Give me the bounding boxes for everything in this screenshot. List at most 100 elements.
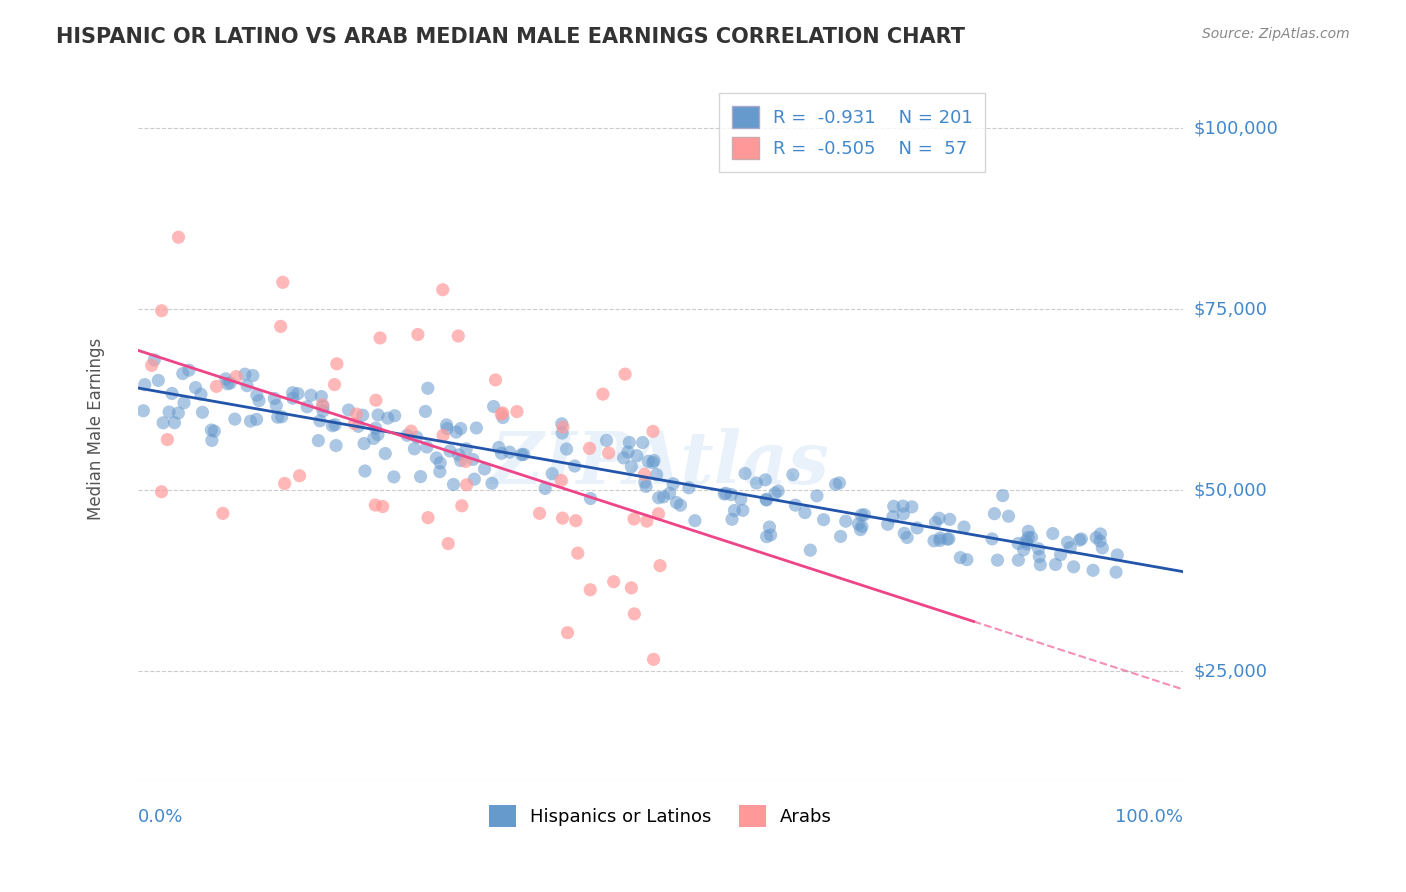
Arabs	[399, 424, 422, 438]
Arabs	[344, 407, 367, 421]
Hispanics or Latinos	[465, 421, 488, 435]
Hispanics or Latinos	[447, 448, 470, 462]
Hispanics or Latinos	[551, 425, 574, 440]
Hispanics or Latinos	[512, 447, 534, 461]
Hispanics or Latinos	[1007, 536, 1029, 550]
Arabs	[271, 275, 294, 289]
Hispanics or Latinos	[555, 442, 578, 456]
Hispanics or Latinos	[997, 509, 1019, 524]
Hispanics or Latinos	[266, 399, 288, 413]
Hispanics or Latinos	[217, 376, 239, 391]
Hispanics or Latinos	[669, 498, 692, 512]
Text: HISPANIC OR LATINO VS ARAB MEDIAN MALE EARNINGS CORRELATION CHART: HISPANIC OR LATINO VS ARAB MEDIAN MALE E…	[56, 27, 966, 46]
Hispanics or Latinos	[299, 388, 322, 402]
Hispanics or Latinos	[851, 508, 873, 522]
Hispanics or Latinos	[219, 376, 242, 390]
Hispanics or Latinos	[956, 552, 979, 566]
Hispanics or Latinos	[382, 470, 405, 484]
Arabs	[416, 510, 439, 524]
Arabs	[647, 507, 669, 521]
Hispanics or Latinos	[1028, 549, 1050, 564]
Hispanics or Latinos	[678, 481, 700, 495]
Arabs	[225, 369, 247, 384]
Arabs	[288, 468, 311, 483]
Hispanics or Latinos	[991, 489, 1014, 503]
Hispanics or Latinos	[312, 404, 335, 418]
Arabs	[150, 303, 173, 318]
Arabs	[567, 546, 589, 560]
Hispanics or Latinos	[755, 493, 778, 508]
Hispanics or Latinos	[450, 453, 472, 467]
Hispanics or Latinos	[384, 409, 406, 423]
Hispanics or Latinos	[191, 405, 214, 419]
Arabs	[506, 404, 529, 418]
Hispanics or Latinos	[835, 514, 858, 528]
Arabs	[602, 574, 624, 589]
Hispanics or Latinos	[215, 372, 238, 386]
Hispanics or Latinos	[367, 408, 389, 422]
Hispanics or Latinos	[416, 381, 439, 395]
Hispanics or Latinos	[461, 452, 484, 467]
Hispanics or Latinos	[1081, 563, 1104, 577]
Hispanics or Latinos	[312, 399, 335, 413]
Hispanics or Latinos	[763, 486, 786, 500]
Hispanics or Latinos	[1012, 542, 1035, 557]
Text: $75,000: $75,000	[1194, 300, 1268, 318]
Arabs	[205, 379, 228, 393]
Hispanics or Latinos	[665, 495, 688, 509]
Hispanics or Latinos	[824, 477, 846, 491]
Hispanics or Latinos	[270, 409, 292, 424]
Hispanics or Latinos	[245, 412, 267, 426]
Hispanics or Latinos	[247, 393, 270, 408]
Hispanics or Latinos	[474, 462, 496, 476]
Hispanics or Latinos	[891, 499, 914, 513]
Hispanics or Latinos	[986, 553, 1008, 567]
Hispanics or Latinos	[409, 469, 432, 483]
Hispanics or Latinos	[928, 511, 950, 525]
Hispanics or Latinos	[938, 532, 960, 546]
Hispanics or Latinos	[658, 486, 681, 500]
Hispanics or Latinos	[647, 491, 669, 505]
Arabs	[141, 359, 163, 373]
Arabs	[633, 467, 655, 482]
Hispanics or Latinos	[377, 411, 399, 425]
Hispanics or Latinos	[645, 467, 668, 482]
Hispanics or Latinos	[1085, 531, 1108, 545]
Hispanics or Latinos	[1028, 541, 1050, 556]
Hispanics or Latinos	[429, 465, 451, 479]
Hispanics or Latinos	[143, 352, 166, 367]
Arabs	[643, 652, 665, 666]
Arabs	[364, 393, 387, 408]
Hispanics or Latinos	[849, 523, 872, 537]
Hispanics or Latinos	[766, 483, 789, 498]
Hispanics or Latinos	[309, 414, 332, 428]
Hispanics or Latinos	[641, 456, 664, 470]
Hispanics or Latinos	[450, 421, 472, 435]
Arabs	[437, 536, 460, 550]
Arabs	[273, 476, 295, 491]
Hispanics or Latinos	[924, 516, 946, 530]
Hispanics or Latinos	[200, 423, 222, 437]
Hispanics or Latinos	[246, 388, 269, 402]
Hispanics or Latinos	[1059, 541, 1081, 555]
Hispanics or Latinos	[172, 367, 194, 381]
Hispanics or Latinos	[367, 427, 389, 442]
Hispanics or Latinos	[415, 404, 437, 418]
Hispanics or Latinos	[374, 446, 396, 460]
Arabs	[150, 484, 173, 499]
Hispanics or Latinos	[167, 406, 190, 420]
Hispanics or Latinos	[723, 503, 745, 517]
Arabs	[368, 331, 391, 345]
Arabs	[211, 507, 233, 521]
Hispanics or Latinos	[353, 436, 375, 450]
Hispanics or Latinos	[637, 454, 659, 468]
Hispanics or Latinos	[1017, 524, 1039, 539]
Hispanics or Latinos	[295, 400, 318, 414]
Hispanics or Latinos	[620, 459, 643, 474]
Hispanics or Latinos	[595, 434, 617, 448]
Arabs	[641, 425, 664, 439]
Hispanics or Latinos	[239, 414, 262, 428]
Arabs	[529, 506, 551, 520]
Hispanics or Latinos	[758, 520, 780, 534]
Arabs	[636, 514, 658, 528]
